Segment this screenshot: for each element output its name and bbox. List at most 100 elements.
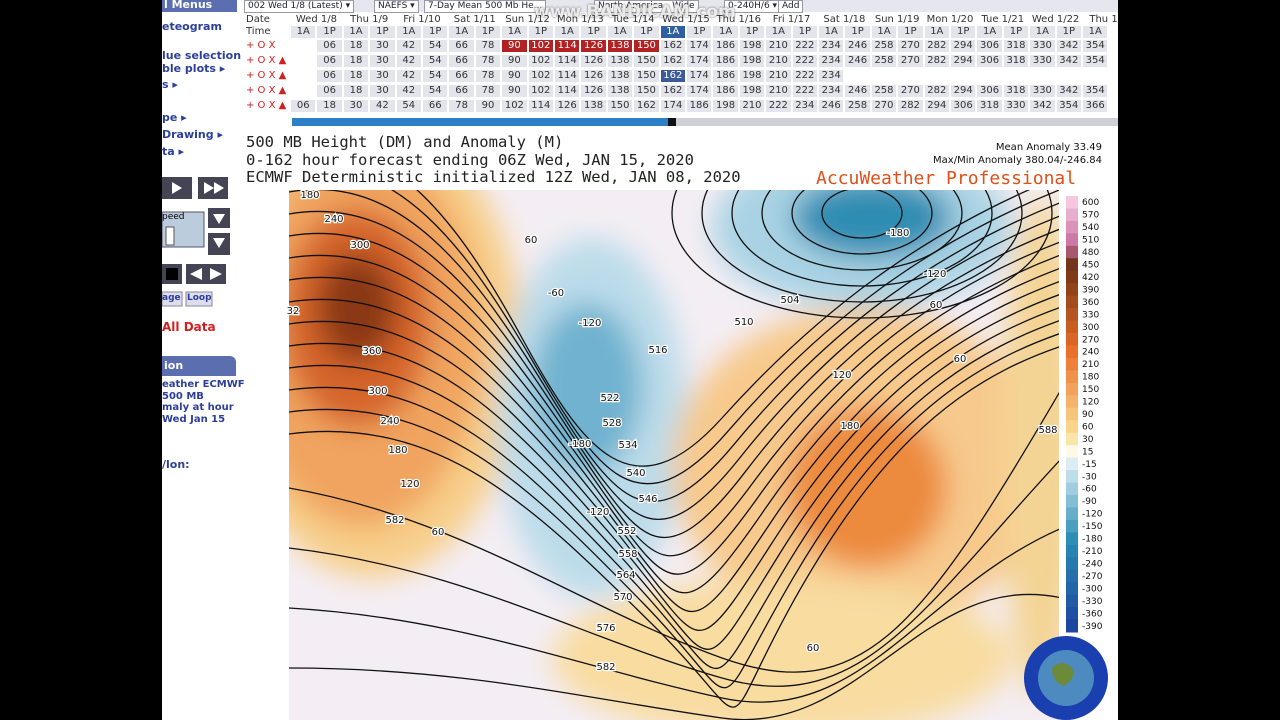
hour-cell[interactable]: 126 <box>555 100 580 112</box>
hour-cell[interactable]: 246 <box>845 40 870 52</box>
hour-cell[interactable]: 366 <box>1083 100 1108 112</box>
hour-cell[interactable]: 138 <box>607 85 633 97</box>
time[interactable]: 1P <box>1056 26 1081 38</box>
time[interactable]: 1A <box>502 26 527 38</box>
hour-cell[interactable]: 162 <box>660 55 685 67</box>
hour-cell[interactable]: 126 <box>581 70 606 82</box>
hour-cell[interactable]: 234 <box>819 55 844 67</box>
hour-cell[interactable]: 30 <box>370 55 395 67</box>
time[interactable]: 1A <box>396 26 421 38</box>
time[interactable]: 1A <box>449 26 474 38</box>
row-label[interactable]: + O X ▲ <box>246 85 287 96</box>
hour-cell[interactable]: 90 <box>502 85 527 97</box>
hour-cell[interactable]: 246 <box>819 100 844 112</box>
hour-cell[interactable]: 342 <box>1056 85 1081 97</box>
hour-cell[interactable]: 90 <box>502 40 527 52</box>
row-label[interactable]: + O X ▲ <box>246 100 287 111</box>
hour-cell[interactable]: 06 <box>317 85 342 97</box>
hour-cell[interactable]: 126 <box>581 55 606 67</box>
slider[interactable] <box>165 226 175 246</box>
hour-cell[interactable]: 330 <box>1003 100 1029 112</box>
hour-cell[interactable]: 294 <box>924 100 949 112</box>
hour-cell[interactable]: 162 <box>660 85 685 97</box>
value-selection[interactable]: lue selection <box>162 49 242 62</box>
hour-cell[interactable]: 102 <box>528 55 553 67</box>
hour-cell[interactable]: 198 <box>739 85 765 97</box>
hour-cell[interactable]: 222 <box>792 40 817 52</box>
hour-cell[interactable]: 150 <box>634 55 659 67</box>
hour-cell[interactable]: 210 <box>766 70 791 82</box>
hour-cell[interactable]: 210 <box>766 40 791 52</box>
time[interactable]: 1A <box>607 26 633 38</box>
hour-cell[interactable]: 114 <box>555 70 580 82</box>
hour-cell[interactable]: 258 <box>871 40 897 52</box>
hour-cell[interactable]: 102 <box>528 40 553 52</box>
hour-cell[interactable]: 198 <box>739 40 765 52</box>
hour-cell[interactable]: 282 <box>924 55 949 67</box>
all-data[interactable]: All Data <box>162 320 216 334</box>
time[interactable]: 1A <box>977 26 1002 38</box>
table-plots[interactable]: ble plots ▸ <box>162 62 226 75</box>
time[interactable]: 1A <box>924 26 949 38</box>
hour-cell[interactable]: 282 <box>924 85 949 97</box>
hour-cell[interactable]: 306 <box>951 100 976 112</box>
hour-cell[interactable]: 06 <box>291 100 316 112</box>
hour-cell[interactable]: 54 <box>423 55 448 67</box>
hour-cell[interactable]: 162 <box>660 40 685 52</box>
hour-cell[interactable]: 210 <box>766 55 791 67</box>
hour-cell[interactable]: 18 <box>343 40 369 52</box>
hour-cell[interactable]: 78 <box>475 85 501 97</box>
time[interactable]: 1A <box>871 26 897 38</box>
hour-cell[interactable]: 30 <box>343 100 369 112</box>
toolbar-item[interactable]: 002 Wed 1/8 (Latest) ▾ <box>244 0 355 13</box>
hour-cell[interactable]: 222 <box>766 100 791 112</box>
hour-cell[interactable]: 306 <box>977 40 1002 52</box>
hour-cell[interactable]: 138 <box>607 40 633 52</box>
hour-cell[interactable]: 150 <box>634 70 659 82</box>
hour-cell[interactable]: 174 <box>687 40 712 52</box>
hour-cell[interactable]: 54 <box>423 70 448 82</box>
hour-cell[interactable]: 114 <box>555 40 580 52</box>
hour-cell[interactable]: 354 <box>1083 55 1108 67</box>
hour-cell[interactable]: 114 <box>555 55 580 67</box>
image-button[interactable]: age <box>162 293 181 303</box>
time[interactable]: 1A <box>819 26 844 38</box>
hour-cell[interactable]: 258 <box>871 55 897 67</box>
toolbar-item[interactable]: 7-Day Mean 500 Mb He... <box>424 0 547 13</box>
hour-cell[interactable]: 66 <box>449 55 474 67</box>
hour-cell[interactable]: 162 <box>660 70 685 82</box>
row-label[interactable]: + O X ▲ <box>246 55 287 66</box>
hour-cell[interactable]: 42 <box>396 40 421 52</box>
hour-cell[interactable]: 294 <box>951 85 976 97</box>
button[interactable] <box>186 264 226 284</box>
hour-cell[interactable]: 150 <box>607 100 633 112</box>
time[interactable]: 1P <box>528 26 553 38</box>
hour-cell[interactable]: 150 <box>634 85 659 97</box>
hour-cell[interactable]: 258 <box>871 85 897 97</box>
menu-s[interactable]: s ▸ <box>162 78 178 91</box>
time[interactable]: 1P <box>1003 26 1029 38</box>
hour-cell[interactable]: 210 <box>739 100 765 112</box>
hour-cell[interactable]: 270 <box>898 55 923 67</box>
hour-cell[interactable]: 114 <box>528 100 553 112</box>
hour-cell[interactable]: 06 <box>317 55 342 67</box>
hour-cell[interactable]: 198 <box>739 55 765 67</box>
hour-cell[interactable]: 234 <box>819 40 844 52</box>
time[interactable]: 1A <box>660 26 685 38</box>
time[interactable]: 1A <box>766 26 791 38</box>
hour-cell[interactable]: 78 <box>475 40 501 52</box>
hour-cell[interactable]: 18 <box>343 85 369 97</box>
hour-cell[interactable]: 114 <box>555 85 580 97</box>
hour-cell[interactable]: 342 <box>1056 40 1081 52</box>
time[interactable]: 1A <box>713 26 738 38</box>
hour-cell[interactable]: 78 <box>475 55 501 67</box>
button[interactable] <box>162 291 183 307</box>
hour-cell[interactable]: 138 <box>581 100 606 112</box>
data-menu[interactable]: ta ▸ <box>162 145 185 158</box>
hour-cell[interactable]: 18 <box>343 70 369 82</box>
hour-cell[interactable]: 318 <box>1003 55 1029 67</box>
hour-cell[interactable]: 42 <box>396 55 421 67</box>
hour-cell[interactable]: 294 <box>951 40 976 52</box>
hour-cell[interactable]: 54 <box>423 40 448 52</box>
hour-cell[interactable]: 258 <box>845 100 870 112</box>
